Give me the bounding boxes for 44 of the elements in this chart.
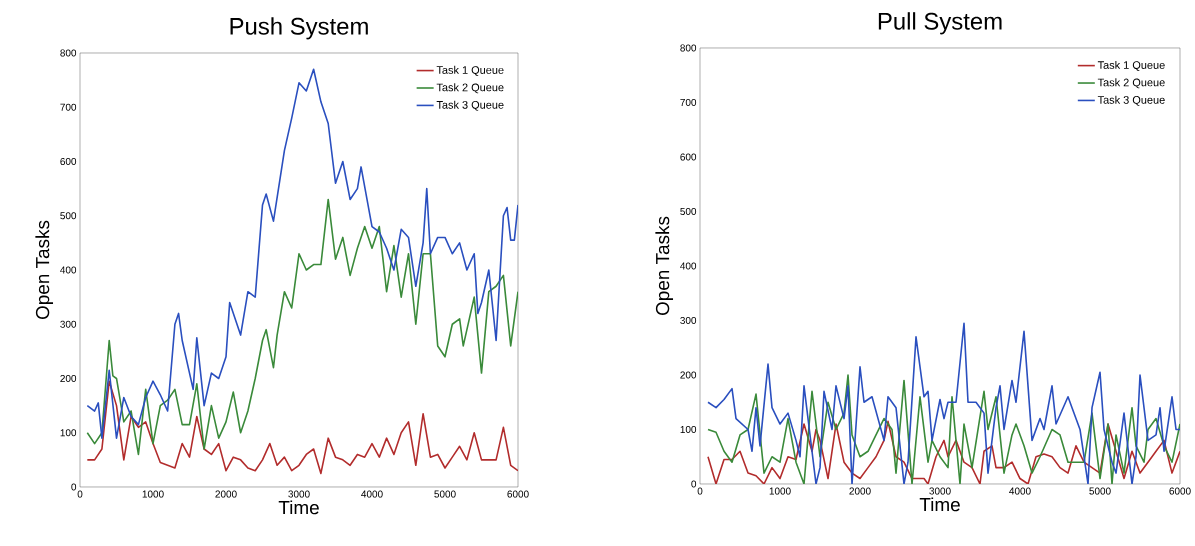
x-tick-label: 6000 <box>507 490 529 498</box>
y-axis-title: Open Tasks <box>655 216 674 316</box>
legend-label: Task 1 Queue <box>436 65 504 76</box>
y-tick-label: 500 <box>680 207 697 216</box>
x-axis-title: Time <box>278 500 319 515</box>
line-series <box>707 374 1181 484</box>
x-tick-label: 1000 <box>142 490 164 498</box>
legend-label: Task 3 Queue <box>1097 95 1165 106</box>
x-tick-label: 2000 <box>215 490 237 498</box>
y-tick-label: 700 <box>680 98 697 107</box>
y-tick-label: 100 <box>60 429 77 437</box>
y-tick-label: 300 <box>60 320 77 328</box>
x-tick-label: 3000 <box>929 487 951 495</box>
legend-label: Task 1 Queue <box>1097 60 1165 71</box>
x-axis-title: Time <box>919 497 960 512</box>
x-tick-label: 4000 <box>361 490 383 498</box>
y-tick-label: 200 <box>60 374 77 383</box>
y-tick-label: 600 <box>60 157 77 166</box>
y-tick-label: 100 <box>680 425 697 434</box>
x-tick-label: 0 <box>697 487 703 495</box>
x-tick-label: 5000 <box>1089 487 1111 495</box>
y-tick-label: 400 <box>680 262 697 270</box>
y-tick-label: 400 <box>60 266 77 274</box>
chart-title: Push System <box>230 17 368 40</box>
x-tick-label: 6000 <box>1169 487 1191 495</box>
x-tick-label: 4000 <box>1009 487 1031 495</box>
y-axis-title: Open Tasks <box>35 220 54 320</box>
x-tick-label: 0 <box>77 490 83 498</box>
x-tick-label: 2000 <box>849 487 871 495</box>
y-tick-label: 500 <box>60 212 77 220</box>
y-tick-label: 800 <box>680 44 697 52</box>
legend-label: Task 3 Queue <box>436 100 504 111</box>
legend-label: Task 2 Queue <box>1097 78 1165 89</box>
y-tick-label: 600 <box>680 153 697 161</box>
x-tick-label: 1000 <box>769 487 791 495</box>
chart-title: Pull System <box>878 12 1002 35</box>
y-tick-label: 800 <box>60 49 77 57</box>
y-tick-label: 300 <box>680 316 697 325</box>
y-tick-label: 200 <box>680 371 697 379</box>
y-tick-label: 0 <box>691 480 697 488</box>
x-tick-label: 5000 <box>434 490 456 498</box>
x-tick-label: 3000 <box>288 490 310 498</box>
y-tick-label: 700 <box>60 103 77 111</box>
legend-label: Task 2 Queue <box>436 83 504 94</box>
